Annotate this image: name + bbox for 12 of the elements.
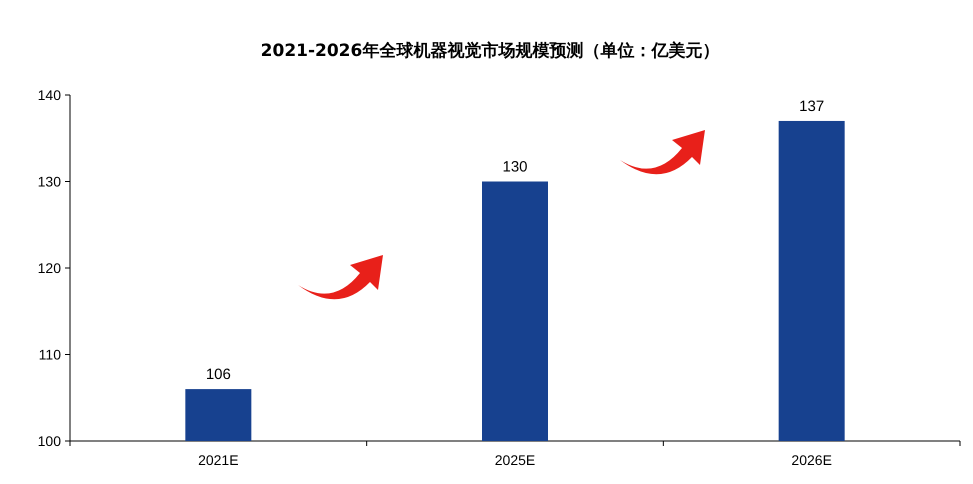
y-tick-label: 110: [38, 346, 62, 362]
y-tick-label: 120: [38, 260, 62, 276]
x-tick-label: 2021E: [198, 452, 239, 468]
y-tick-label: 140: [38, 87, 62, 103]
data-label: 106: [206, 366, 231, 384]
chart-title: 2021-2026年全球机器视觉市场规模预测（单位：亿美元）: [260, 41, 720, 61]
x-tick-label: 2026E: [791, 452, 832, 468]
x-tick-label: 2025E: [494, 452, 536, 468]
data-label: 137: [799, 98, 824, 115]
data-label: 130: [502, 158, 528, 176]
y-tick-label: 100: [38, 433, 62, 449]
y-tick-label: 130: [38, 174, 62, 190]
